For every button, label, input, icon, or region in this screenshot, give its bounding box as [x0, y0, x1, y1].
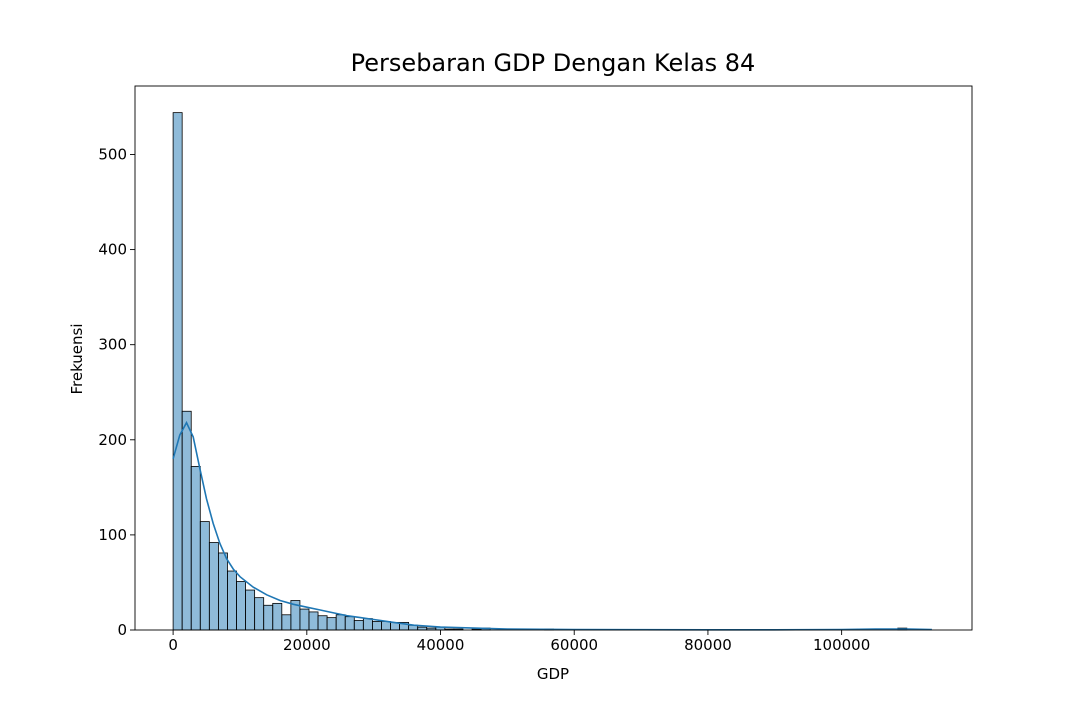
histogram-bar — [217, 552, 228, 631]
y-tick-label: 400 — [98, 241, 127, 259]
histogram-bar — [344, 616, 355, 631]
y-tick-label: 300 — [98, 336, 127, 354]
x-axis-ticks: 0 20000 40000 60000 80000 100000 — [168, 630, 870, 654]
chart-title: Persebaran GDP Dengan Kelas 84 — [351, 49, 756, 77]
histogram-bar — [199, 521, 210, 631]
bars-layer — [172, 112, 908, 631]
histogram-bar — [227, 570, 237, 631]
histogram-bar — [236, 581, 246, 631]
histogram-bar — [172, 112, 183, 631]
histogram-bar — [317, 615, 328, 631]
kde-curve — [172, 420, 932, 631]
y-tick-label: 200 — [98, 431, 127, 449]
plot-frame — [134, 85, 973, 631]
x-tick-label: 0 — [168, 636, 178, 654]
histogram-bar — [326, 617, 337, 631]
histogram-bar — [245, 589, 256, 631]
histogram-bar — [308, 611, 319, 631]
histogram-bar — [381, 621, 391, 631]
histogram-bar — [263, 604, 274, 631]
x-tick-label: 60000 — [550, 636, 598, 654]
x-tick-label: 40000 — [417, 636, 465, 654]
histogram-bar — [208, 542, 219, 631]
x-axis-label: GDP — [537, 665, 569, 683]
histogram-bar — [190, 466, 201, 631]
y-tick-label: 100 — [98, 526, 127, 544]
histogram-bar — [281, 614, 292, 631]
histogram-bar — [299, 608, 310, 631]
histogram-bar — [272, 602, 283, 631]
histogram-bar — [371, 621, 382, 631]
x-tick-label: 20000 — [283, 636, 331, 654]
x-tick-label: 80000 — [684, 636, 732, 654]
y-tick-label: 500 — [98, 145, 127, 163]
x-tick-label: 100000 — [813, 636, 870, 654]
histogram-bar — [353, 620, 364, 631]
y-axis-label: Frekuensi — [68, 323, 86, 394]
y-tick-label: 0 — [117, 621, 127, 639]
histogram-bar — [254, 597, 265, 631]
histogram-bar — [362, 618, 373, 631]
histogram-bar — [181, 410, 192, 631]
histogram-bar — [335, 614, 346, 631]
y-axis-ticks: 0 100 200 300 400 500 — [98, 145, 135, 639]
